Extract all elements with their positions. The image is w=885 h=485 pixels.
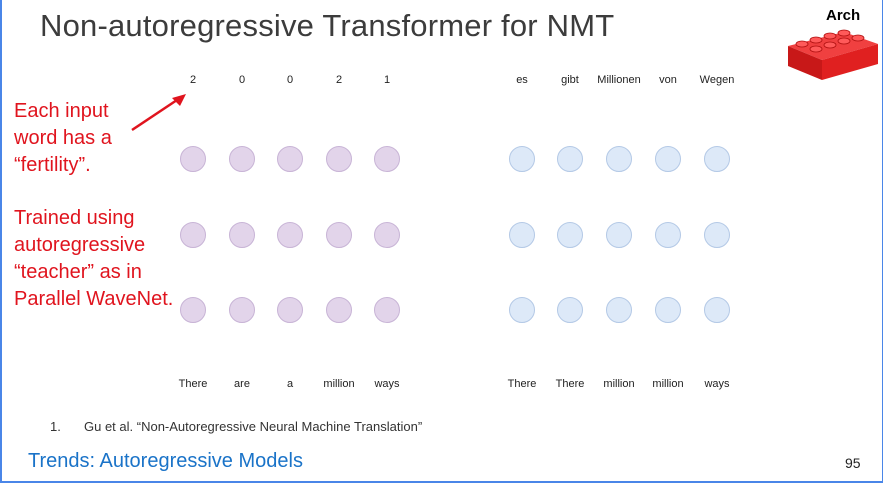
footnote-text: Gu et al. “Non-Autoregressive Neural Mac… bbox=[84, 419, 423, 434]
decoder-node bbox=[655, 146, 681, 172]
decoder-node bbox=[704, 297, 730, 323]
encoder-input-word: ways bbox=[374, 378, 400, 390]
encoder-node bbox=[374, 297, 400, 323]
encoder-node bbox=[277, 146, 303, 172]
fertility-label: 1 bbox=[383, 74, 391, 86]
decoder-node bbox=[557, 222, 583, 248]
fertility-label: 0 bbox=[238, 74, 246, 86]
decoder-input-word: million bbox=[652, 378, 684, 390]
decoder-output-word: gibt bbox=[561, 74, 579, 86]
decoder-node bbox=[509, 297, 535, 323]
encoder-input-word: a bbox=[286, 378, 294, 390]
decoder-node bbox=[606, 297, 632, 323]
encoder-node bbox=[229, 146, 255, 172]
footer-section-title: Trends: Autoregressive Models bbox=[28, 450, 303, 472]
decoder-node bbox=[704, 146, 730, 172]
decoder-node bbox=[606, 222, 632, 248]
footnote-number: 1. bbox=[50, 419, 61, 434]
teacher-note: Trained using autoregressive “teacher” a… bbox=[14, 207, 174, 310]
encoder-node bbox=[374, 146, 400, 172]
footnote: 1. Gu et al. “Non-Autoregressive Neural M… bbox=[50, 419, 422, 434]
encoder-node bbox=[277, 297, 303, 323]
decoder-output-word: Wegen bbox=[699, 74, 735, 86]
encoder-node bbox=[229, 222, 255, 248]
decoder-input-word: ways bbox=[704, 378, 730, 390]
decoder-node bbox=[606, 146, 632, 172]
decoder-output-word: Millionen bbox=[597, 74, 641, 86]
decoder-node bbox=[557, 146, 583, 172]
decoder-node bbox=[655, 222, 681, 248]
encoder-node bbox=[180, 222, 206, 248]
fertility-label: 2 bbox=[335, 74, 343, 86]
encoder-node bbox=[229, 297, 255, 323]
encoder-node bbox=[326, 222, 352, 248]
decoder-node bbox=[557, 297, 583, 323]
slide-title: Non-autoregressive Transformer for NMT bbox=[40, 8, 615, 43]
fertility-label: 2 bbox=[189, 74, 197, 86]
fertility-note: Each input word has a “fertility”. bbox=[14, 100, 112, 176]
fertility-label: 0 bbox=[286, 74, 294, 86]
encoder-node bbox=[326, 297, 352, 323]
red-arrow-icon bbox=[131, 94, 186, 132]
decoder-node bbox=[655, 297, 681, 323]
encoder-node bbox=[277, 222, 303, 248]
encoder-node bbox=[180, 146, 206, 172]
encoder-node bbox=[374, 222, 400, 248]
lego-brick-icon bbox=[788, 29, 878, 80]
decoder-input-word: There bbox=[555, 378, 585, 390]
encoder-input-word: million bbox=[323, 378, 355, 390]
decoder-input-word: million bbox=[603, 378, 635, 390]
encoder-node bbox=[326, 146, 352, 172]
encoder-input-word: There bbox=[178, 378, 208, 390]
decoder-node bbox=[509, 146, 535, 172]
arch-badge: Arch bbox=[826, 7, 861, 24]
decoder-output-word: es bbox=[516, 74, 528, 86]
decoder-output-word: von bbox=[659, 74, 677, 86]
decoder-node bbox=[509, 222, 535, 248]
encoder-input-word: are bbox=[234, 378, 250, 390]
decoder-node bbox=[704, 222, 730, 248]
page-number: 95 bbox=[845, 455, 861, 471]
decoder-input-word: There bbox=[507, 378, 537, 390]
encoder-node bbox=[180, 297, 206, 323]
